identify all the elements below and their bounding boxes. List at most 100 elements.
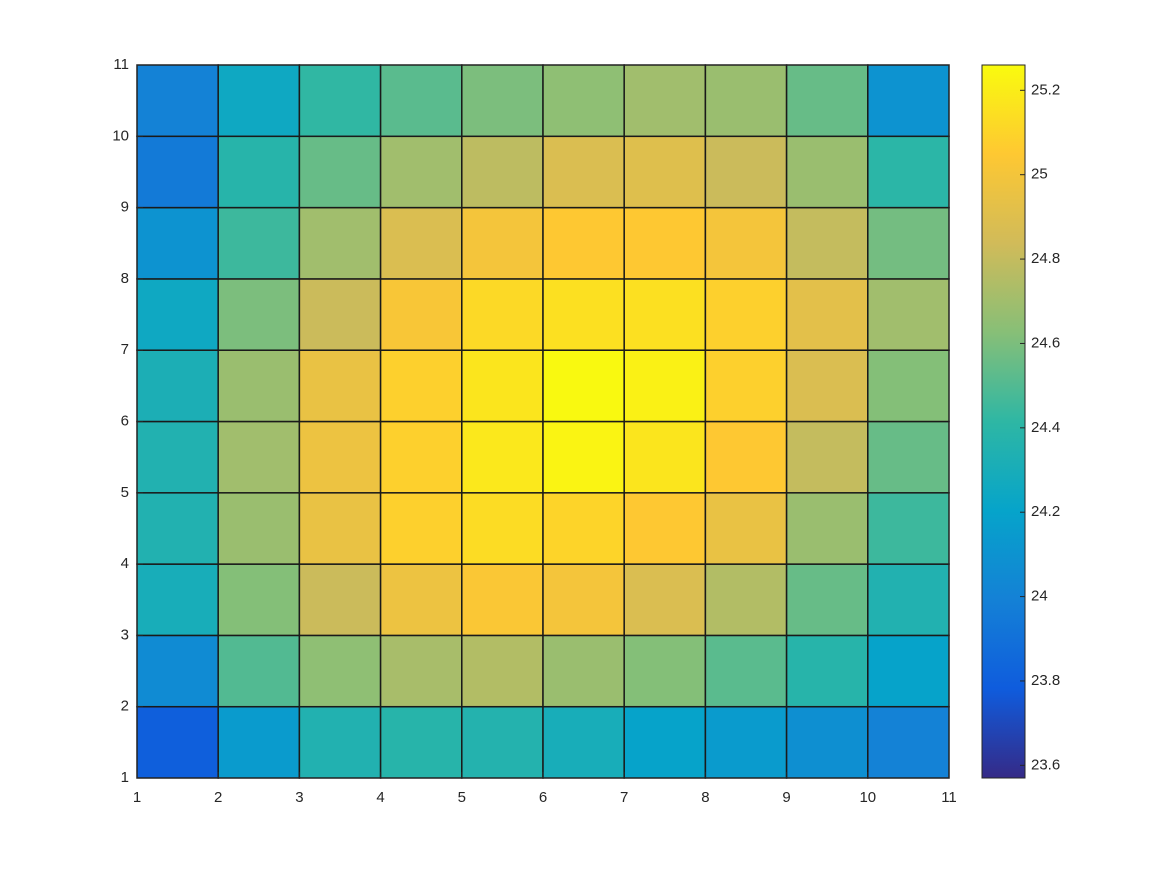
x-tick-label: 7 (620, 789, 628, 806)
heatmap-cell (623, 705, 707, 779)
heatmap-cell (379, 563, 463, 637)
x-tick-label: 1 (133, 789, 141, 806)
heatmap-cell (379, 492, 463, 565)
heatmap-cell (704, 278, 788, 351)
heatmap-cell (785, 278, 869, 351)
heatmap-cell (704, 705, 788, 779)
y-tick-label: 1 (121, 769, 129, 786)
x-tick-label: 8 (701, 789, 709, 806)
heatmap-cell (623, 634, 707, 708)
x-tick-label: 4 (376, 789, 384, 806)
heatmap-cell (542, 420, 625, 494)
heatmap-cell (298, 420, 382, 494)
heatmap-cell (785, 492, 869, 565)
x-tick-label: 9 (782, 789, 790, 806)
heatmap-cell (542, 64, 625, 138)
heatmap-cell (785, 64, 869, 138)
heatmap-cell (379, 349, 463, 423)
heatmap-cell (461, 64, 544, 138)
heatmap-cell (136, 634, 219, 708)
colorbar-tick-label: 23.6 (1031, 756, 1060, 773)
colorbar-tick-label: 24.8 (1031, 250, 1060, 267)
heatmap-cell (136, 135, 219, 209)
heatmap-cell (623, 420, 707, 494)
heatmap-cell (217, 492, 301, 565)
y-tick-label: 7 (121, 341, 129, 358)
heatmap-cell (136, 278, 219, 351)
heatmap-cell (623, 135, 707, 209)
heatmap-cell (136, 64, 219, 138)
heatmap-cell (298, 492, 382, 565)
y-tick-label: 3 (121, 626, 129, 643)
heatmap-cell (379, 135, 463, 209)
heatmap-cell (867, 705, 950, 779)
heatmap-cell (867, 349, 950, 423)
heatmap-cell (298, 634, 382, 708)
heatmap-cell (461, 278, 544, 351)
y-tick-label: 9 (121, 199, 129, 216)
heatmap-cell (461, 349, 544, 423)
heatmap-cell (136, 492, 219, 565)
heatmap-cell (704, 634, 788, 708)
heatmap-cell (298, 705, 382, 779)
colorbar-tick-label: 24.2 (1031, 503, 1060, 520)
heatmap-cell (704, 135, 788, 209)
heatmap-cell (623, 563, 707, 637)
colorbar-tick-label: 25.2 (1031, 81, 1060, 98)
heatmap-cell (623, 206, 707, 280)
heatmap-cell (542, 135, 625, 209)
heatmap-cell (542, 634, 625, 708)
heatmap-cell (379, 206, 463, 280)
heatmap-cell (867, 278, 950, 351)
heatmap-cell (461, 420, 544, 494)
heatmap-cell (298, 563, 382, 637)
heatmap-cell (542, 349, 625, 423)
heatmap-cell (785, 563, 869, 637)
heatmap-cell (704, 64, 788, 138)
heatmap-cell (298, 349, 382, 423)
heatmap-cell (136, 349, 219, 423)
heatmap-cell (461, 705, 544, 779)
heatmap-cell (785, 135, 869, 209)
heatmap-cell (461, 634, 544, 708)
heatmap-cell (217, 420, 301, 494)
heatmap-cell (623, 349, 707, 423)
colorbar-tick-label: 24.4 (1031, 419, 1060, 436)
heatmap-cell (379, 420, 463, 494)
heatmap-cell (461, 563, 544, 637)
heatmap-cell (704, 420, 788, 494)
heatmap-cell (379, 64, 463, 138)
heatmap-cell (298, 206, 382, 280)
heatmap-cell (867, 492, 950, 565)
heatmap-cell (217, 349, 301, 423)
heatmap-cell (542, 206, 625, 280)
heatmap-cell (623, 64, 707, 138)
heatmap-cell (217, 206, 301, 280)
heatmap-cell (136, 420, 219, 494)
heatmap-cell (461, 206, 544, 280)
heatmap-cell (217, 705, 301, 779)
heatmap-cell (704, 206, 788, 280)
x-tick-label: 5 (458, 789, 466, 806)
x-tick-label: 11 (941, 789, 957, 806)
heatmap-cell (461, 492, 544, 565)
heatmap-cell (704, 492, 788, 565)
heatmap-cell (217, 278, 301, 351)
heatmap-cell (461, 135, 544, 209)
heatmap-cell (867, 563, 950, 637)
heatmap-cell (704, 563, 788, 637)
heatmap-cell (623, 278, 707, 351)
heatmap-cell (136, 705, 219, 779)
y-tick-label: 4 (121, 555, 129, 572)
colorbar (981, 64, 1026, 779)
heatmap-cell (298, 64, 382, 138)
heatmap-cell (217, 634, 301, 708)
heatmap-cell (136, 563, 219, 637)
y-tick-label: 5 (121, 484, 129, 501)
heatmap-cell (217, 563, 301, 637)
heatmap-cell (136, 206, 219, 280)
colorbar-tick-label: 23.8 (1031, 672, 1060, 689)
heatmap-cell (867, 135, 950, 209)
heatmap-cell (542, 278, 625, 351)
heatmap-cell (298, 135, 382, 209)
